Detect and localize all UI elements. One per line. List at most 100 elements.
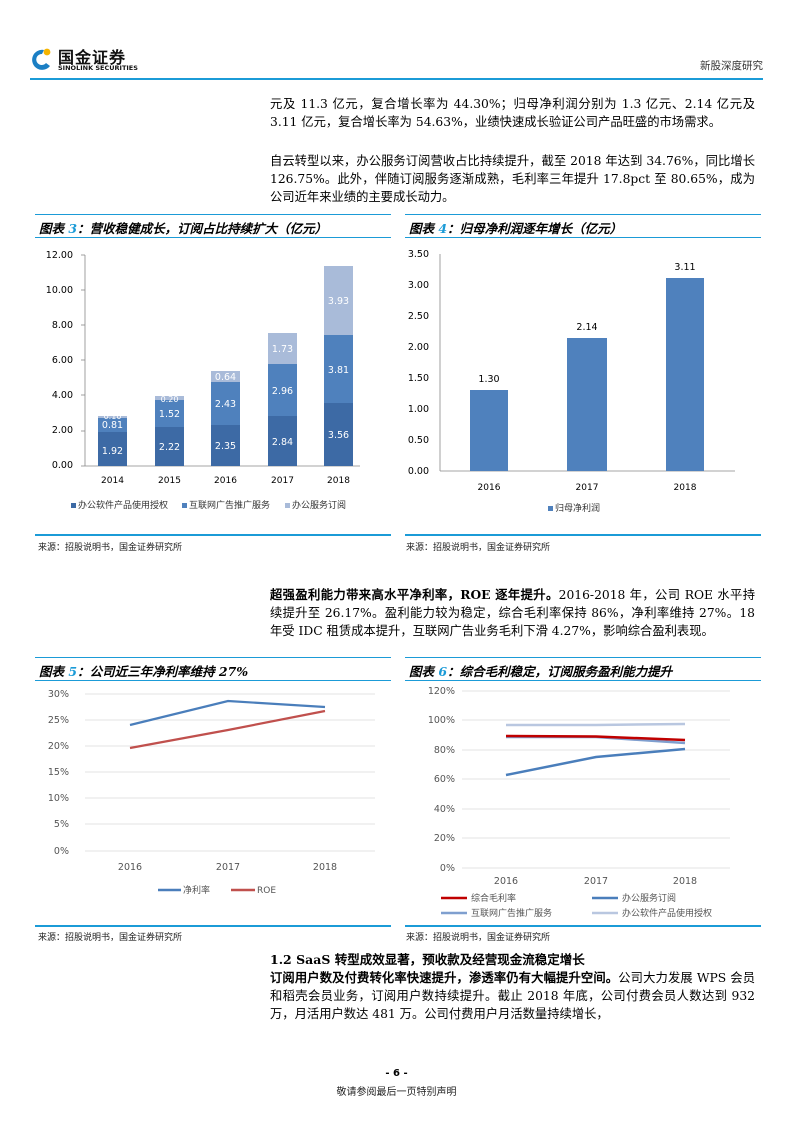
svg-text:3.81: 3.81 (328, 365, 349, 376)
bar-data-labels: 1.30 2.14 3.11 (478, 262, 695, 385)
svg-text:3.50: 3.50 (408, 249, 429, 260)
page-number: - 6 - (385, 1068, 408, 1079)
svg-text:2018: 2018 (327, 476, 350, 486)
svg-text:1.50: 1.50 (408, 373, 429, 384)
svg-text:6.00: 6.00 (52, 355, 73, 366)
svg-text:0.50: 0.50 (408, 435, 429, 446)
figure-6-source: 来源：招股说明书，国金证券研究所 (406, 933, 551, 943)
svg-text:2.00: 2.00 (408, 342, 429, 353)
x-axis-labels: 2016 2017 2018 (118, 862, 337, 873)
chart-gross-margin-line: 120% 100% 80% 60% 40% 20% 0% 2016 2017 2018 综… (428, 686, 730, 919)
figure-6-title-bar: 图表 6：综合毛利稳定，订阅服务盈利能力提升 (405, 657, 761, 681)
paragraph-subscribers: 订阅用户数及付费转化率快速提升，渗透率仍有大幅提升空间。公司大力发展 WPS 会… (270, 970, 755, 1021)
figure-5-title-bar: 图表 5：公司近三年净利率维持 27% (35, 657, 391, 681)
svg-text:2.96: 2.96 (272, 386, 293, 397)
footer-disclaimer: 敬请参阅最后一页特别声明 (336, 1087, 457, 1098)
svg-text:2018: 2018 (674, 483, 697, 493)
svg-text:1.73: 1.73 (272, 344, 293, 355)
paragraph-revenue-growth: 元及 11.3 亿元，复合增长率为 44.30%；归母净利润分别为 1.3 亿元… (270, 97, 755, 129)
svg-text:2.50: 2.50 (408, 311, 429, 322)
x-axis-labels: 2016 2017 2018 (494, 876, 697, 887)
svg-text:120%: 120% (428, 686, 455, 697)
svg-text:归母净利润: 归母净利润 (555, 502, 600, 514)
svg-text:2.14: 2.14 (576, 322, 597, 333)
svg-text:5%: 5% (54, 819, 69, 830)
svg-text:办公软件产品使用授权: 办公软件产品使用授权 (78, 499, 168, 511)
svg-text:2017: 2017 (584, 876, 608, 887)
svg-text:8.00: 8.00 (52, 320, 73, 331)
svg-text:4.00: 4.00 (52, 390, 73, 401)
chart-net-profit-bar: 3.50 3.00 2.50 2.00 1.50 1.00 0.50 0.00 1.30 … (408, 249, 735, 514)
svg-text:100%: 100% (428, 715, 455, 726)
paragraph-profitability: 超强盈利能力带来高水平净利率，ROE 逐年提升。2016-2018 年，公司 R… (270, 587, 755, 638)
logo-en-text: SINOLINK SECURITIES (58, 64, 138, 72)
svg-text:2017: 2017 (271, 476, 294, 486)
svg-text:10%: 10% (48, 793, 69, 804)
svg-text:2.00: 2.00 (52, 425, 73, 436)
svg-text:0.00: 0.00 (408, 466, 429, 477)
y-axis-labels: 12.00 10.00 8.00 6.00 4.00 2.00 0.00 (46, 250, 73, 471)
svg-text:25%: 25% (48, 715, 69, 726)
svg-text:12.00: 12.00 (46, 250, 73, 261)
svg-text:0.20: 0.20 (161, 395, 179, 404)
svg-text:0.64: 0.64 (215, 372, 236, 383)
svg-text:办公软件产品使用授权: 办公软件产品使用授权 (622, 907, 712, 919)
x-axis-labels: 2014 2015 2016 2017 2018 (101, 476, 350, 486)
svg-text:1.00: 1.00 (408, 404, 429, 415)
svg-text:1.92: 1.92 (102, 446, 123, 457)
svg-text:互联网广告推广服务: 互联网广告推广服务 (189, 499, 270, 511)
svg-text:0%: 0% (54, 846, 69, 857)
header-divider (30, 78, 763, 80)
svg-text:办公服务订阅: 办公服务订阅 (622, 892, 676, 904)
logo-cn-text: 国金证券 (58, 48, 127, 67)
figure-6-source-divider (405, 925, 761, 927)
figure-4-title-bar: 图表 4：归母净利润逐年增长（亿元） (405, 214, 761, 238)
svg-text:2017: 2017 (576, 483, 599, 493)
svg-text:30%: 30% (48, 689, 69, 700)
svg-text:办公服务订阅: 办公服务订阅 (292, 499, 346, 511)
svg-text:3.56: 3.56 (328, 430, 349, 441)
chart-legend: 净利率 ROE (158, 884, 276, 896)
y-axis-labels: 120% 100% 80% 60% 40% 20% 0% (428, 686, 455, 874)
svg-text:3.00: 3.00 (408, 280, 429, 291)
figure-5-source-divider (35, 925, 391, 927)
figure-3-title-bar: 图表 3：营收稳健成长，订阅占比持续扩大（亿元） (35, 214, 391, 238)
svg-text:综合毛利率: 综合毛利率 (471, 892, 516, 904)
section-heading: 1.2 SaaS 转型成效显著，预收款及经营现金流稳定增长 (270, 952, 585, 967)
figure-4-source-divider (405, 534, 761, 536)
sinolink-logo-icon (32, 48, 51, 70)
page-header: 国金证券 SINOLINK SECURITIES 新股深度研究 (30, 44, 763, 74)
svg-text:2018: 2018 (313, 862, 337, 873)
svg-text:2.35: 2.35 (215, 441, 236, 452)
svg-text:1.52: 1.52 (159, 409, 180, 420)
x-axis-labels: 2016 2017 2018 (478, 483, 697, 493)
svg-text:0.00: 0.00 (52, 460, 73, 471)
svg-text:2.43: 2.43 (215, 399, 236, 410)
chart-revenue-stacked-bar: 12.00 10.00 8.00 6.00 4.00 2.00 0.00 1.92 0.8… (46, 250, 360, 511)
chart-legend: 办公软件产品使用授权 互联网广告推广服务 办公服务订阅 (71, 499, 346, 511)
chart-legend: 归母净利润 (548, 502, 600, 514)
paragraph-subscription: 自云转型以来，办公服务订阅营收占比持续提升，截至 2018 年达到 34.76%… (270, 154, 755, 204)
svg-text:20%: 20% (434, 833, 455, 844)
svg-text:2018: 2018 (673, 876, 697, 887)
svg-text:15%: 15% (48, 767, 69, 778)
figure-4-source: 来源：招股说明书，国金证券研究所 (406, 543, 551, 553)
svg-text:互联网广告推广服务: 互联网广告推广服务 (471, 907, 552, 919)
figure-3-source-divider (35, 534, 391, 536)
svg-text:2.22: 2.22 (159, 442, 180, 453)
chart-net-margin-roe-line: 30% 25% 20% 15% 10% 5% 0% 2016 2017 2018 净利率 … (48, 689, 375, 896)
svg-text:3.11: 3.11 (674, 262, 695, 273)
svg-text:0%: 0% (440, 863, 455, 874)
y-axis-labels: 30% 25% 20% 15% 10% 5% 0% (48, 689, 69, 857)
svg-text:2016: 2016 (214, 476, 237, 486)
svg-text:2016: 2016 (494, 876, 518, 887)
figure-4-title: 图表 4：归母净利润逐年增长（亿元） (409, 221, 623, 236)
svg-text:ROE: ROE (257, 886, 276, 896)
svg-text:80%: 80% (434, 745, 455, 756)
bar-data-labels: 1.92 0.81 0.10 2.22 1.52 0.20 2.35 2.43 0.64… (102, 296, 349, 457)
svg-text:2016: 2016 (478, 483, 501, 493)
y-axis-labels: 3.50 3.00 2.50 2.00 1.50 1.00 0.50 0.00 (408, 249, 429, 477)
svg-text:2.84: 2.84 (272, 437, 293, 448)
svg-text:3.93: 3.93 (328, 296, 349, 307)
svg-text:60%: 60% (434, 774, 455, 785)
